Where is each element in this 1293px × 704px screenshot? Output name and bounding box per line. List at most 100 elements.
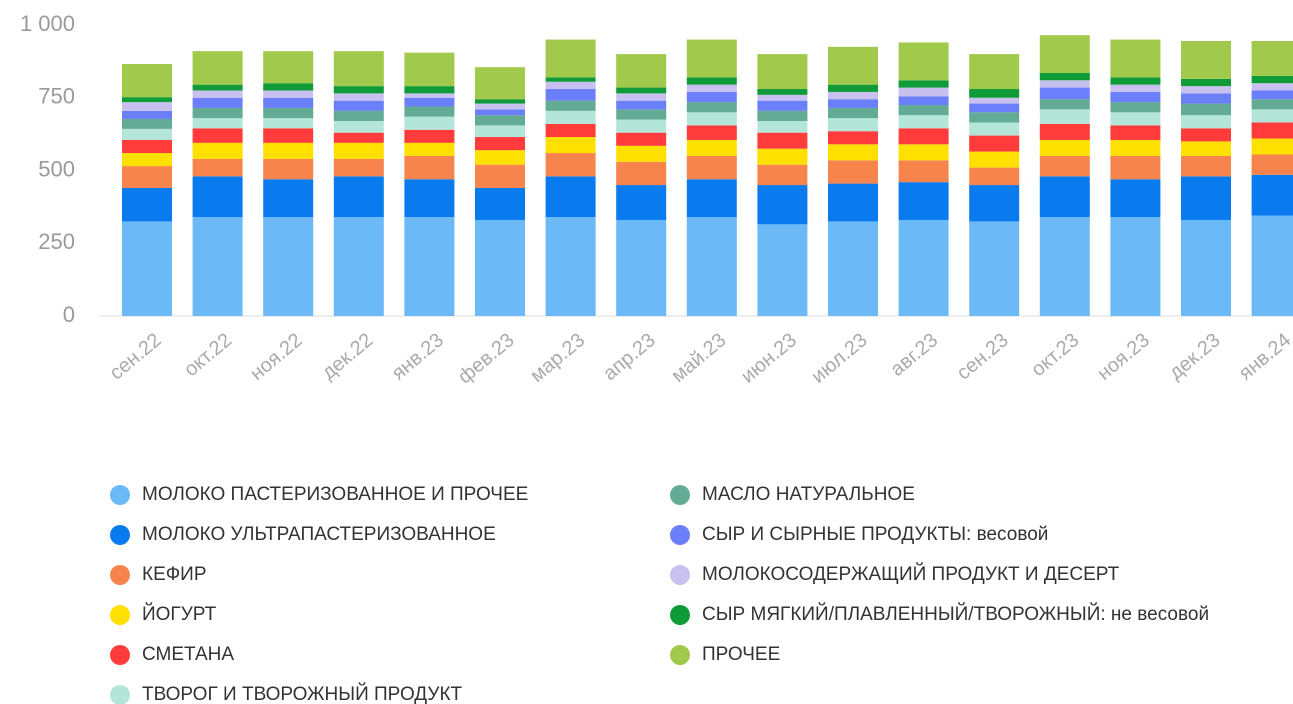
x-tick-label: июн.23 (737, 329, 801, 388)
bar-segment (1181, 86, 1231, 94)
bar-segment (686, 155, 737, 180)
bar-segment (263, 179, 314, 218)
legend-marker (670, 605, 690, 625)
bar-segment (757, 54, 808, 90)
bar-segment (333, 100, 384, 111)
bar-segment (1251, 215, 1293, 316)
bar-segment (616, 145, 667, 162)
bar-segment (404, 179, 455, 218)
bar-segment (686, 39, 737, 78)
bar-segment (969, 151, 1020, 168)
bar-segment (475, 164, 525, 188)
bar-segment (545, 137, 596, 154)
y-tick-label: 750 (38, 84, 75, 109)
bar-segment (898, 96, 949, 106)
bar-segment (1039, 35, 1090, 74)
x-tick-label: дек.23 (1165, 329, 1225, 384)
bar-segment (192, 107, 243, 119)
bar-segment (263, 158, 314, 180)
legend-label: МОЛОКО ПАСТЕРИЗОВАННОЕ И ПРОЧЕЕ (142, 484, 528, 505)
bar-segment (757, 132, 808, 149)
bar-segment (1110, 102, 1161, 113)
bar-segment (545, 176, 596, 218)
bar-segment (686, 91, 737, 103)
bar-segment (122, 187, 172, 222)
bar-segment (1039, 176, 1090, 218)
bar-segment (545, 217, 596, 316)
bar-segment (828, 107, 878, 119)
bar-segment (404, 93, 455, 98)
x-tick-label: окт.23 (1027, 329, 1083, 381)
x-tick-label: ноя.23 (1093, 329, 1154, 385)
bar-segment (545, 153, 596, 177)
bar-segment (122, 118, 172, 129)
x-tick-label: сен.22 (106, 329, 166, 384)
bar-segment (122, 63, 172, 98)
x-tick-label: ноя.22 (246, 329, 307, 385)
x-tick-label: май.23 (667, 329, 730, 387)
bar-segment (898, 160, 949, 183)
bar-segment (686, 102, 737, 113)
bar-segment (1039, 80, 1090, 88)
x-tick-label: окт.22 (180, 329, 236, 381)
bar-segment (1181, 176, 1231, 220)
x-tick-label: мар.23 (526, 329, 589, 387)
bar-segment (616, 54, 667, 88)
bar-segment (475, 137, 525, 151)
bar-segment (1181, 155, 1231, 177)
bar-segment (686, 139, 737, 156)
bar-segment (545, 100, 596, 111)
bar-segment (1251, 109, 1293, 123)
legend-label: СМЕТАНА (142, 644, 234, 665)
bar-segment (616, 161, 667, 186)
x-tick-label: апр.23 (599, 329, 660, 385)
bar-segment (192, 142, 243, 159)
bar-segment (828, 46, 878, 85)
bar-segment (616, 219, 667, 316)
bar-segment (969, 103, 1020, 113)
bar-segment (333, 121, 384, 133)
bar-segment (757, 110, 808, 122)
legend-label: СЫР И СЫРНЫЕ ПРОДУКТЫ: весовой (702, 524, 1048, 545)
bar-segment (1181, 103, 1231, 116)
bar-segment (898, 80, 949, 88)
bar-segment (1181, 115, 1231, 129)
bar-segment (545, 81, 596, 90)
bar-segment (122, 153, 172, 167)
bar-segment (122, 166, 172, 188)
bar-segment (404, 97, 455, 107)
bar-segment (898, 105, 949, 116)
bar-segment (969, 185, 1020, 222)
bar-segment (1181, 41, 1231, 79)
bar-segment (475, 99, 525, 104)
x-tick-label: сен.23 (953, 329, 1013, 384)
bar-segment (686, 217, 737, 316)
bar-segment (192, 217, 243, 316)
bar-segment (616, 185, 667, 220)
bar-segment (828, 160, 878, 184)
legend-marker (670, 485, 690, 505)
legend-label: ЙОГУРТ (142, 603, 217, 625)
bar-segment (686, 125, 737, 140)
bar-segment (404, 86, 455, 94)
bar-segment (475, 67, 525, 100)
bar-segment (898, 144, 949, 161)
bar-segment (616, 100, 667, 110)
x-tick-label: янв.24 (1235, 329, 1293, 385)
legend-label: СЫР МЯГКИЙ/ПЛАВЛЕННЫЙ/ТВОРОЖНЫЙ: не весо… (702, 603, 1209, 625)
bar-segment (1039, 123, 1090, 140)
x-tick-label: авг.23 (886, 329, 942, 381)
bar-segment (1181, 93, 1231, 104)
bar-segment (898, 42, 949, 81)
legend-label: ПРОЧЕЕ (702, 644, 780, 665)
y-tick-label: 500 (38, 156, 75, 181)
bar-segment (757, 89, 808, 95)
legend-marker (110, 645, 130, 665)
bar-segment (475, 187, 525, 220)
y-tick-label: 0 (63, 302, 75, 327)
bar-segment (122, 221, 172, 316)
bar-segment (475, 103, 525, 110)
bar-segment (192, 158, 243, 177)
bar-segment (1039, 139, 1090, 156)
bar-segment (1110, 217, 1161, 316)
